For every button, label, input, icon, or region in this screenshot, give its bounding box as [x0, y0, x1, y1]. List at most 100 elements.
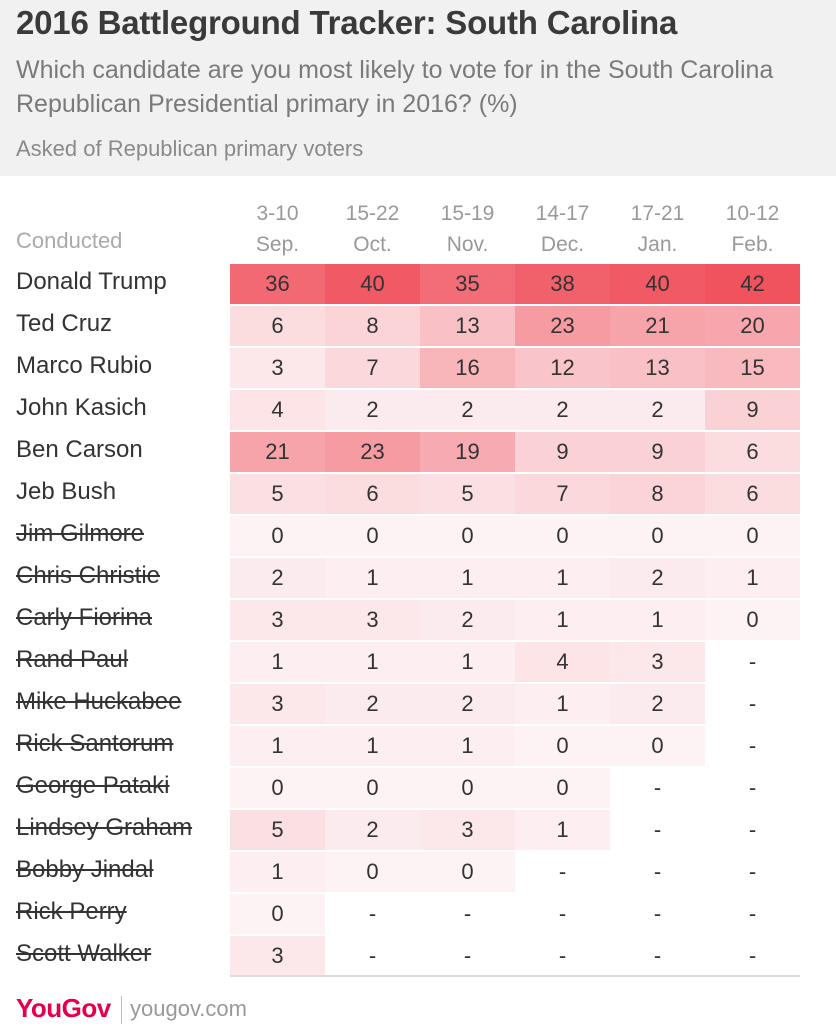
heatmap-cell: 1 — [420, 558, 515, 598]
heatmap-cell: - — [558, 943, 567, 968]
candidate-name: Rick Perry — [16, 898, 127, 925]
table-bottom-rule — [230, 975, 800, 977]
heatmap-cell: 0 — [610, 516, 705, 556]
column-month: Oct. — [353, 233, 392, 256]
heatmap-cell: 0 — [230, 768, 325, 808]
heatmap-cell: - — [653, 817, 662, 842]
heatmap-cell: 12 — [515, 348, 610, 388]
heatmap-cell: 2 — [610, 390, 705, 430]
heatmap-cell: - — [463, 943, 472, 968]
candidate-name: Carly Fiorina — [16, 604, 153, 631]
heatmap-cell: 13 — [420, 306, 515, 346]
column-month: Nov. — [446, 233, 489, 256]
heatmap-cell: - — [748, 649, 757, 674]
header-panel: 2016 Battleground Tracker: South Carolin… — [0, 0, 836, 176]
heatmap-cell: 2 — [420, 600, 515, 640]
heatmap-cell: 6 — [705, 474, 800, 514]
column-dates: 10-12 — [725, 202, 780, 225]
heatmap-cell: 16 — [420, 348, 515, 388]
heatmap-cell: 4 — [230, 390, 325, 430]
heatmap-cell: 1 — [420, 642, 515, 682]
heatmap-cell: - — [463, 901, 472, 926]
heatmap-cell: - — [653, 943, 662, 968]
column-header: 15-22 Oct. — [325, 198, 420, 260]
column-header: 14-17 Dec. — [515, 198, 610, 260]
heatmap-cell: 1 — [325, 726, 420, 766]
heatmap-cell: - — [653, 775, 662, 800]
heatmap-cell: 0 — [705, 516, 800, 556]
candidate-name: Rand Paul — [16, 646, 129, 673]
heatmap-cell: 3 — [230, 936, 325, 976]
heatmap-cell: 0 — [515, 726, 610, 766]
heatmap-cell: 2 — [325, 684, 420, 724]
heatmap-cell: 19 — [420, 432, 515, 472]
heatmap-cell: 0 — [325, 852, 420, 892]
heatmap-cell: 0 — [325, 768, 420, 808]
candidate-name: George Pataki — [16, 772, 170, 799]
heatmap-cell: 1 — [705, 558, 800, 598]
heatmap-cell: 1 — [230, 642, 325, 682]
heatmap-cell: 1 — [325, 642, 420, 682]
heatmap-cell: 2 — [420, 684, 515, 724]
heatmap-cell: 4 — [515, 642, 610, 682]
heatmap-cell: 3 — [420, 810, 515, 850]
candidate-name: Jeb Bush — [16, 478, 117, 505]
heatmap-cell: 8 — [610, 474, 705, 514]
heatmap-cell: 2 — [325, 390, 420, 430]
heatmap-cell: 6 — [325, 474, 420, 514]
heatmap-cell: 1 — [325, 558, 420, 598]
column-month: Dec. — [540, 233, 585, 256]
heatmap-cell: 3 — [230, 600, 325, 640]
heatmap-cell: 6 — [705, 432, 800, 472]
candidate-name: Jim Gilmore — [16, 520, 145, 547]
heatmap-cell: - — [748, 901, 757, 926]
heatmap-cell: 2 — [325, 810, 420, 850]
heatmap-cell: 0 — [420, 516, 515, 556]
candidate-name: Marco Rubio — [16, 352, 153, 379]
heatmap-cell: 2 — [515, 390, 610, 430]
heatmap-cell: 0 — [230, 516, 325, 556]
candidate-name: Mike Huckabee — [16, 688, 182, 715]
heatmap-cell: 36 — [230, 264, 325, 304]
heatmap-cell: 6 — [230, 306, 325, 346]
candidate-name: Ben Carson — [16, 436, 143, 463]
heatmap-cell: - — [558, 901, 567, 926]
heatmap-cell: 0 — [325, 516, 420, 556]
heatmap-cell: - — [368, 901, 377, 926]
heatmap-cell: - — [748, 817, 757, 842]
candidate-name: John Kasich — [16, 394, 147, 421]
heatmap-cell: 1 — [515, 558, 610, 598]
heatmap-cell: 40 — [325, 264, 420, 304]
candidate-name: Chris Christie — [16, 562, 161, 589]
heatmap-cell: 0 — [515, 768, 610, 808]
heatmap-cell: 2 — [230, 558, 325, 598]
heatmap-cell: 1 — [515, 684, 610, 724]
heatmap-cell: 0 — [420, 768, 515, 808]
heatmap-cell: 3 — [325, 600, 420, 640]
column-month: Feb. — [731, 233, 774, 256]
heatmap-cell: 40 — [610, 264, 705, 304]
column-dates: 3-10 — [256, 202, 299, 225]
heatmap-cell: 1 — [610, 600, 705, 640]
heatmap-cell: 7 — [515, 474, 610, 514]
candidate-name: Donald Trump — [16, 268, 167, 295]
heatmap-cell: 9 — [705, 390, 800, 430]
heatmap-cell: 15 — [705, 348, 800, 388]
heatmap-cell: - — [748, 733, 757, 758]
heatmap-cell: 35 — [420, 264, 515, 304]
column-dates: 15-22 — [345, 202, 400, 225]
heatmap-cell: 7 — [325, 348, 420, 388]
heatmap-cell: 23 — [515, 306, 610, 346]
candidate-name: Ted Cruz — [16, 310, 113, 337]
heatmap-cell: 5 — [420, 474, 515, 514]
heatmap-cell: - — [748, 691, 757, 716]
conducted-label: Conducted — [16, 228, 123, 253]
heatmap-cell: 3 — [230, 684, 325, 724]
heatmap-cell: - — [558, 859, 567, 884]
column-header: 15-19 Nov. — [420, 198, 515, 260]
column-dates: 17-21 — [630, 202, 685, 225]
candidate-name: Rick Santorum — [16, 730, 174, 757]
heatmap-cell: - — [368, 943, 377, 968]
candidate-name: Scott Walker — [16, 940, 152, 967]
heatmap-cell: 38 — [515, 264, 610, 304]
